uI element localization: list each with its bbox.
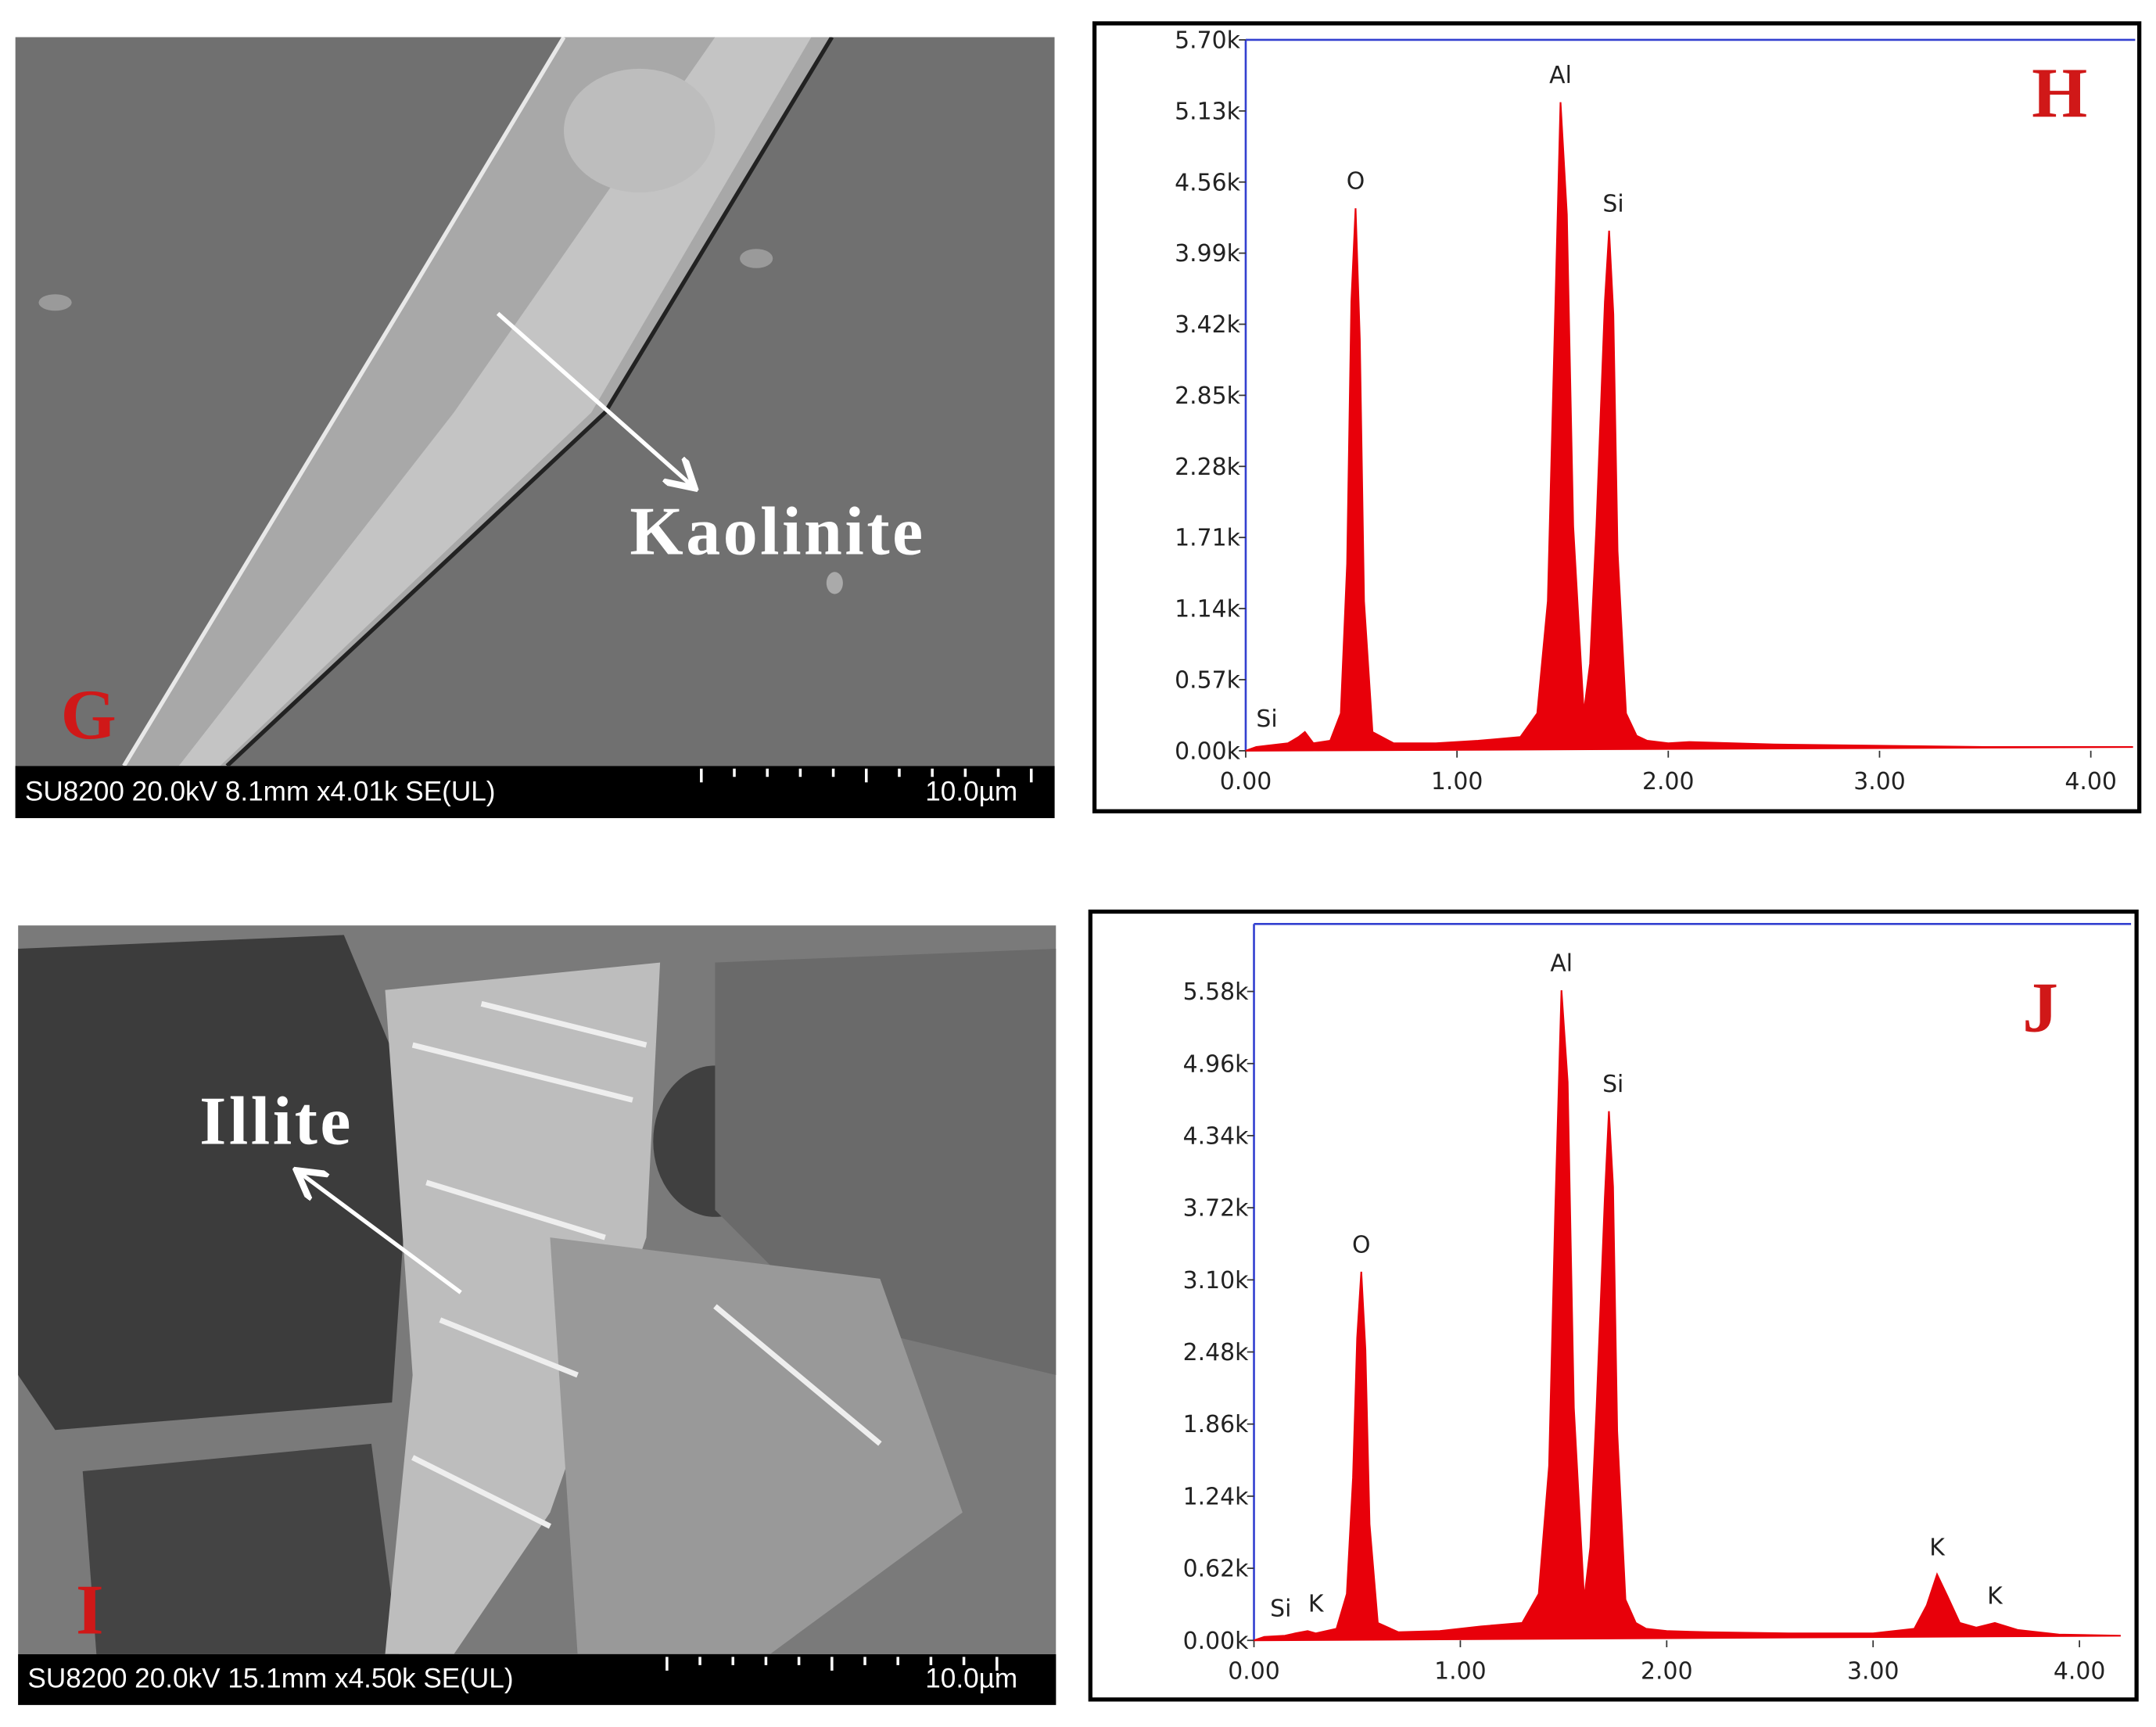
x-tick-label: 2.00 — [1642, 768, 1695, 795]
chart-frame — [1092, 21, 2142, 813]
x-tick-label: 0.00 — [1228, 1657, 1280, 1685]
y-tick-label: 2.28k — [1175, 454, 1241, 481]
peak-label: Si — [1602, 190, 1623, 217]
x-tick-label: 1.00 — [1434, 1657, 1487, 1685]
peak-label: Si — [1270, 1596, 1291, 1623]
info-bar — [15, 766, 1055, 818]
y-tick-label: 5.58k — [1183, 978, 1250, 1006]
spectrum-area — [1245, 102, 2133, 752]
y-tick-label: 0.57k — [1175, 667, 1241, 695]
chart-frame — [1088, 909, 2139, 1702]
y-tick-label: 3.42k — [1175, 311, 1241, 339]
panel-letter: H — [2032, 53, 2087, 132]
y-tick-label: 1.14k — [1175, 596, 1241, 623]
x-tick-label: 4.00 — [2054, 1657, 2106, 1685]
peak-label: Al — [1550, 950, 1573, 977]
x-tick-label: 4.00 — [2065, 768, 2117, 795]
info-bar — [18, 1653, 1056, 1705]
peak-label: O — [1352, 1231, 1371, 1258]
scale-label: 10.0µm — [925, 777, 1017, 807]
arrow — [300, 1173, 462, 1294]
y-tick-label: 0.62k — [1183, 1556, 1250, 1583]
x-tick-label: 0.00 — [1220, 768, 1272, 795]
sem-image-g — [15, 37, 1055, 767]
y-tick-label: 5.70k — [1175, 27, 1241, 55]
y-tick-label: 3.99k — [1175, 240, 1241, 267]
sem-info: SU8200 20.0kV 15.1mm x4.50k SE(UL) — [27, 1664, 513, 1694]
x-tick-label: 2.00 — [1641, 1657, 1693, 1685]
sem-image-i — [18, 925, 1056, 1654]
y-tick-label: 4.56k — [1175, 169, 1241, 196]
y-tick-label: 1.86k — [1183, 1411, 1250, 1438]
sem-info: SU8200 20.0kV 8.1mm x4.01k SE(UL) — [25, 777, 496, 807]
y-tick-label: 5.13k — [1175, 98, 1241, 125]
peak-label: Si — [1256, 706, 1277, 733]
spectrum-area — [1254, 990, 2121, 1642]
peak-label: O — [1347, 168, 1365, 196]
peak-label: Al — [1549, 62, 1572, 89]
y-tick-label: 1.71k — [1175, 525, 1241, 552]
scale-label: 10.0µm — [925, 1664, 1017, 1694]
y-tick-label: 3.10k — [1183, 1267, 1250, 1294]
panel-letter: I — [76, 1570, 104, 1649]
peak-label: Si — [1602, 1071, 1623, 1098]
y-tick-label: 3.72k — [1183, 1195, 1250, 1223]
panel-letter: G — [61, 675, 117, 754]
y-tick-label: 2.48k — [1183, 1339, 1250, 1366]
y-tick-label: 0.00k — [1175, 738, 1241, 765]
x-tick-label: 3.00 — [1847, 1657, 1900, 1685]
y-tick-label: 4.96k — [1183, 1050, 1250, 1078]
x-tick-label: 1.00 — [1431, 768, 1483, 795]
peak-label: K — [1308, 1591, 1325, 1618]
y-tick-label: 2.85k — [1175, 382, 1241, 410]
arrow — [496, 311, 692, 486]
x-tick-label: 3.00 — [1853, 768, 1906, 795]
peak-label: K — [1929, 1534, 1946, 1561]
mineral-label: Illite — [199, 1084, 353, 1160]
y-tick-label: 4.34k — [1183, 1123, 1250, 1151]
peak-label: K — [1987, 1582, 2004, 1610]
panel-letter: J — [2022, 968, 2058, 1047]
y-tick-label: 1.24k — [1183, 1483, 1250, 1510]
mineral-label: Kaolinite — [630, 494, 925, 569]
y-tick-label: 0.00k — [1183, 1628, 1250, 1655]
